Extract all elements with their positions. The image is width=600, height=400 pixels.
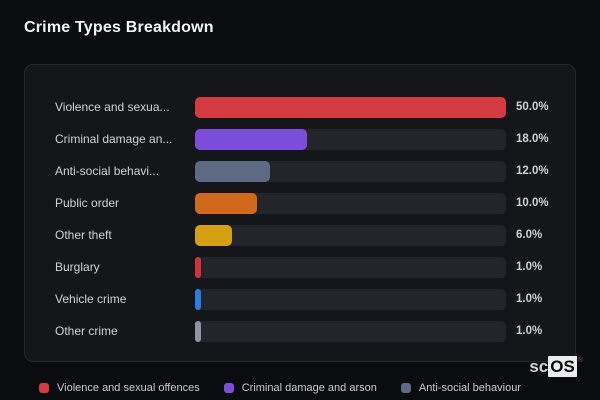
bar-category-label: Criminal damage an... (55, 132, 173, 146)
chart-legend: Violence and sexual offences Criminal dam… (0, 382, 560, 394)
bar-fill[interactable] (195, 128, 307, 150)
legend-item[interactable]: Criminal damage and arson (223, 382, 377, 394)
crime-types-chart-card: Violence and sexua... 50.0% Criminal damag… (24, 64, 576, 362)
bar-rows: Violence and sexua... 50.0% Criminal damag… (25, 91, 575, 347)
page-title: Crime Types Breakdown (24, 19, 214, 36)
legend-item[interactable]: Anti-social behaviour (400, 382, 521, 394)
bar-category-label: Other theft (55, 228, 112, 242)
bar-fill[interactable] (195, 160, 270, 182)
bar-fill[interactable] (195, 192, 258, 214)
bar-value-label: 6.0% (516, 229, 543, 241)
bar-row: Vehicle crime 1.0% (25, 283, 575, 315)
bar-track (195, 192, 506, 214)
bar-track (195, 96, 506, 118)
bar-value-label: 10.0% (516, 197, 549, 209)
bar-fill[interactable] (195, 96, 506, 118)
bar-row: Burglary 1.0% (25, 251, 575, 283)
bar-category-label: Violence and sexua... (55, 100, 170, 114)
bar-row: Other crime 1.0% (25, 315, 575, 347)
bar-value-label: 50.0% (516, 101, 549, 113)
legend-swatch-icon (39, 383, 50, 393)
bar-track (195, 160, 506, 182)
bar-category-label: Vehicle crime (55, 292, 127, 306)
registered-trademark-icon: ® (577, 357, 583, 364)
legend-label: Violence and sexual offences (57, 382, 200, 394)
bar-track (195, 128, 506, 150)
bar-fill[interactable] (195, 288, 202, 310)
legend-label: Anti-social behaviour (418, 382, 521, 394)
bar-value-label: 12.0% (516, 165, 549, 177)
bar-value-label: 1.0% (516, 261, 543, 273)
bar-track (195, 224, 506, 246)
legend-label: Criminal damage and arson (241, 382, 377, 394)
legend-swatch-icon (400, 383, 411, 393)
bar-row: Anti-social behavi... 12.0% (25, 155, 575, 187)
legend-swatch-icon (223, 383, 234, 393)
bar-value-label: 1.0% (516, 293, 543, 305)
bar-value-label: 1.0% (516, 325, 543, 337)
bar-category-label: Burglary (55, 260, 100, 274)
scos-logo: sc OS ® (529, 356, 583, 377)
bar-fill[interactable] (195, 256, 202, 278)
legend-item[interactable]: Violence and sexual offences (39, 382, 200, 394)
bar-track (195, 320, 506, 342)
bar-fill[interactable] (195, 320, 202, 342)
bar-fill[interactable] (195, 224, 233, 246)
bar-track (195, 288, 506, 310)
bar-row: Public order 10.0% (25, 187, 575, 219)
bar-row: Violence and sexua... 50.0% (25, 91, 575, 123)
bar-track (195, 256, 506, 278)
bar-category-label: Other crime (55, 324, 118, 338)
bar-row: Criminal damage an... 18.0% (25, 123, 575, 155)
scos-logo-suffix: OS (548, 356, 577, 377)
bar-value-label: 18.0% (516, 133, 549, 145)
bar-category-label: Public order (55, 196, 120, 210)
bar-category-label: Anti-social behavi... (55, 164, 160, 178)
bar-row: Other theft 6.0% (25, 219, 575, 251)
scos-logo-prefix: sc (529, 357, 549, 376)
